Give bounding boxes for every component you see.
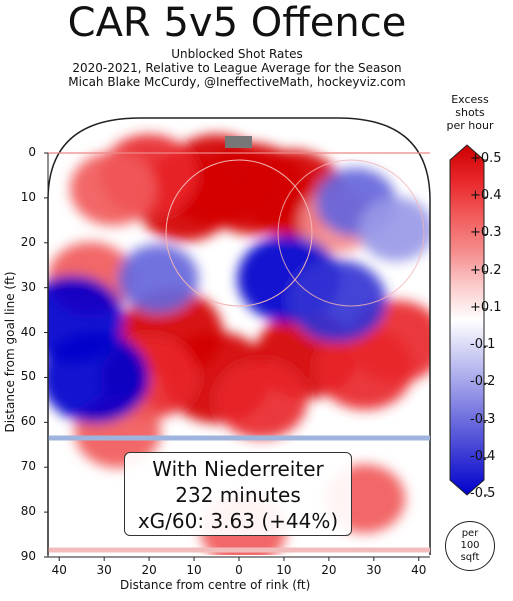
heat-spot-19 <box>48 331 150 424</box>
colorbar <box>449 144 485 496</box>
x-tick-label: 10 <box>186 563 202 577</box>
x-tick-label: 40 <box>51 563 67 577</box>
y-tick-label: 90 <box>20 549 36 563</box>
colorbar-tick-label: -0.2 <box>470 374 496 390</box>
annotation-line-3: xG/60: 3.63 (+44%) <box>137 509 339 533</box>
heat-spot-21 <box>289 259 387 343</box>
x-tick-label: 40 <box>411 563 427 577</box>
faceoff-circle-right <box>277 159 425 307</box>
colorbar-tick-label: +0.2 <box>470 262 502 278</box>
y-tick-label: 10 <box>20 189 36 204</box>
y-tick-label: 30 <box>20 279 36 294</box>
y-tick-label: 0 <box>28 145 36 159</box>
heat-spot-13 <box>215 360 308 439</box>
colorbar-title: Excess shots per hour <box>446 93 494 132</box>
chart-subtitle-1: Unblocked Shot Rates <box>171 47 303 61</box>
annotation-line-2: 232 minutes <box>175 483 301 507</box>
tick-marks <box>44 152 420 561</box>
x-tick-label: 20 <box>141 563 157 577</box>
chart-subtitle-3: Micah Blake McCurdy, @IneffectiveMath, h… <box>68 75 406 89</box>
unit-badge: per 100 sqft <box>445 521 495 571</box>
heat-spot-22 <box>117 244 199 314</box>
colorbar-tick-label: +0.4 <box>470 188 502 204</box>
x-tick-label: 10 <box>276 563 292 577</box>
y-tick-label: 60 <box>20 414 36 429</box>
colorbar-tick-label: -0.5 <box>470 486 496 501</box>
heat-spot-5 <box>70 152 157 226</box>
rink-boards <box>47 117 431 555</box>
annotation-box: With Niederreiter 232 minutes xG/60: 3.6… <box>124 452 352 536</box>
y-tick-label: 80 <box>20 504 36 519</box>
colorbar-tick-label: -0.3 <box>470 411 496 427</box>
colorbar-ticks <box>484 159 488 496</box>
x-tick-label: 0 <box>235 563 243 577</box>
y-axis-label: Distance from goal line (ft) <box>3 271 17 433</box>
x-tick-label: 30 <box>366 563 382 577</box>
colorbar-tick-label: -0.1 <box>470 337 496 353</box>
chart-title: CAR 5v5 Offence <box>67 0 407 46</box>
y-tick-label: 20 <box>20 234 36 249</box>
chart-subtitle-2: 2020-2021, Relative to League Average fo… <box>72 61 402 75</box>
y-tick-label: 70 <box>20 459 36 474</box>
x-axis-label: Distance from centre of rink (ft) <box>120 578 311 592</box>
faceoff-circle-left <box>165 159 313 307</box>
colorbar-tick-label: +0.1 <box>470 299 502 315</box>
y-tick-label: 40 <box>20 324 36 339</box>
x-tick-label: 30 <box>96 563 112 577</box>
annotation-line-1: With Niederreiter <box>152 457 324 481</box>
heat-spot-24 <box>358 197 430 262</box>
colorbar-tick-label: +0.3 <box>470 225 502 241</box>
y-tick-label: 50 <box>20 369 36 384</box>
colorbar-tick-label: -0.4 <box>470 448 496 464</box>
x-tick-label: 20 <box>321 563 337 577</box>
goal-net <box>225 136 252 148</box>
colorbar-tick-label: +0.5 <box>470 151 502 166</box>
